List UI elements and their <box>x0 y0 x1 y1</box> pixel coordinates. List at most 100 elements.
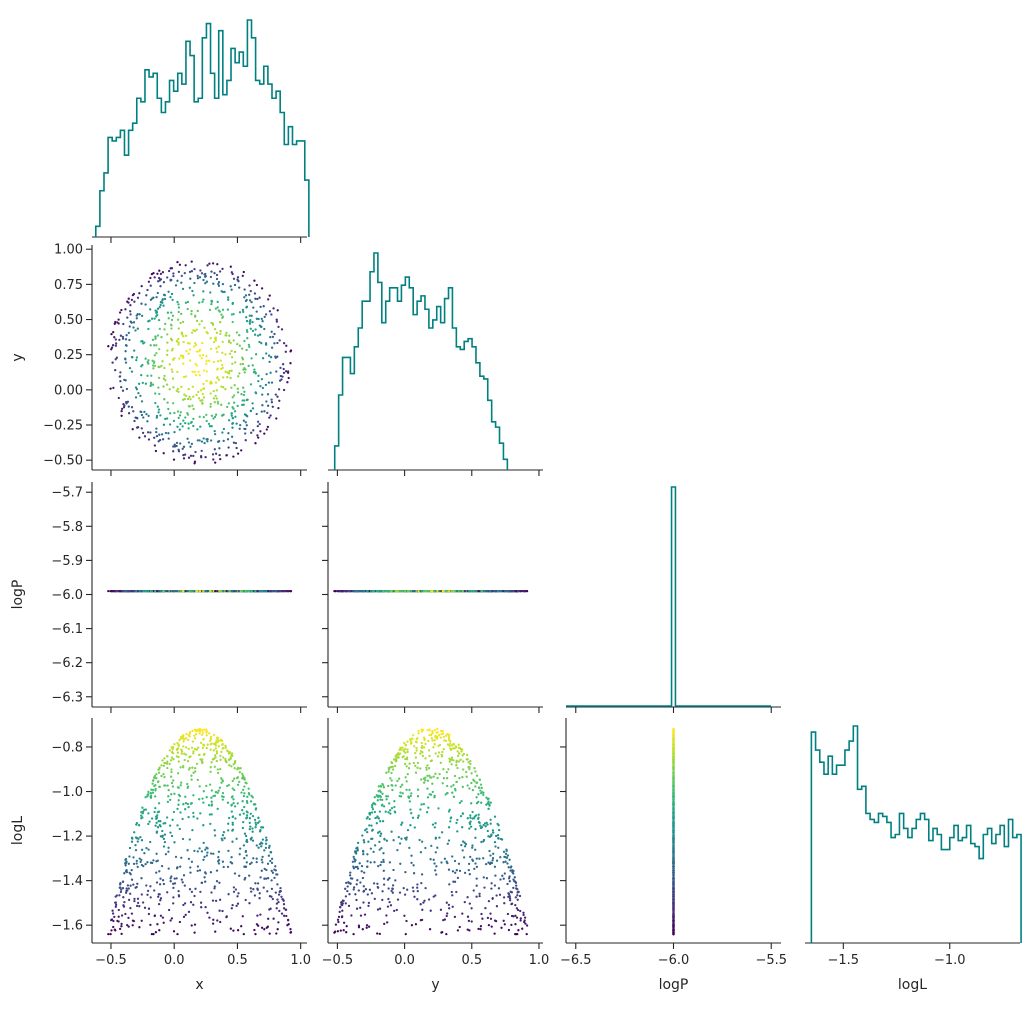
scatter-point <box>420 803 423 806</box>
scatter-point <box>345 931 348 934</box>
scatter-point <box>245 319 249 323</box>
scatter-point <box>414 756 418 759</box>
scatter-point <box>176 824 179 827</box>
scatter-point <box>263 928 266 931</box>
scatter-point <box>203 273 206 276</box>
scatter-point <box>198 323 201 326</box>
scatter-point <box>180 752 183 755</box>
scatter-point <box>251 320 254 324</box>
scatter-point <box>365 926 368 929</box>
scatter-point <box>155 881 159 884</box>
scatter-point <box>455 869 458 872</box>
scatter-point <box>510 923 513 927</box>
scatter-point <box>194 343 198 347</box>
scatter-point <box>220 781 223 784</box>
scatter-point <box>193 734 196 737</box>
scatter-point <box>202 382 205 386</box>
scatter-point <box>200 449 203 453</box>
scatter-point <box>160 364 163 368</box>
scatter-point <box>224 353 227 356</box>
scatter-point <box>469 814 472 817</box>
scatter-point <box>183 758 186 762</box>
scatter-point <box>207 359 211 362</box>
scatter-point <box>376 794 379 798</box>
panel-hist-logP <box>566 486 781 713</box>
scatter-point <box>494 874 497 877</box>
scatter-point <box>359 906 362 909</box>
scatter-point <box>212 852 215 855</box>
scatter-point <box>386 905 390 908</box>
scatter-point <box>232 277 236 280</box>
scatter-point <box>475 774 479 777</box>
scatter-point <box>215 347 218 350</box>
scatter-point <box>371 808 375 811</box>
scatter-point <box>190 774 193 777</box>
scatter-point <box>362 839 365 842</box>
scatter-point <box>156 272 159 275</box>
scatter-point <box>181 287 185 291</box>
scatter-point <box>270 313 273 316</box>
scatter-point <box>140 919 143 922</box>
scatter-point <box>170 770 173 774</box>
scatter-point <box>213 765 216 768</box>
scatter-point <box>207 804 211 807</box>
scatter-point <box>167 908 171 912</box>
scatter-point <box>202 801 205 804</box>
scatter-point <box>249 887 252 890</box>
scatter-point <box>133 349 136 352</box>
scatter-point <box>278 909 281 913</box>
scatter-point <box>195 350 199 353</box>
scatter-point <box>414 764 417 767</box>
scatter-point <box>392 868 395 872</box>
scatter-point <box>494 589 497 593</box>
scatter-point <box>264 383 268 387</box>
scatter-point <box>141 381 144 385</box>
scatter-point <box>352 888 355 891</box>
scatter-point <box>164 379 167 382</box>
scatter-point <box>396 779 399 783</box>
scatter-point <box>256 297 259 301</box>
scatter-point <box>226 784 229 788</box>
scatter-point <box>244 865 247 868</box>
scatter-point <box>502 896 506 899</box>
scatter-point <box>219 754 222 758</box>
scatter-point <box>190 312 193 316</box>
scatter-point <box>177 270 181 274</box>
y-tick-label: −0.8 <box>51 740 83 755</box>
scatter-point <box>340 901 343 904</box>
scatter-point <box>491 897 494 900</box>
scatter-point <box>218 270 222 273</box>
scatter-point <box>178 428 181 431</box>
scatter-point <box>416 816 420 819</box>
y-tick-label: 0.50 <box>54 313 83 328</box>
scatter-point <box>162 385 165 388</box>
scatter-point <box>488 862 492 866</box>
scatter-point <box>152 859 155 862</box>
scatter-point <box>146 861 149 864</box>
x-tick-label: 0.0 <box>164 953 185 968</box>
scatter-point <box>155 852 158 855</box>
scatter-point <box>388 861 392 864</box>
scatter-point <box>273 342 276 345</box>
scatter-point <box>164 822 167 825</box>
scatter-point <box>193 345 196 348</box>
scatter-point <box>135 904 139 908</box>
scatter-point <box>420 589 423 593</box>
scatter-point <box>144 357 147 360</box>
scatter-point <box>218 881 221 884</box>
scatter-point <box>271 871 275 874</box>
y-tick-label: 0.00 <box>54 383 83 398</box>
scatter-point <box>391 768 395 771</box>
scatter-point <box>159 414 162 417</box>
x-tick-label: −0.5 <box>322 953 354 968</box>
scatter-point <box>408 762 411 765</box>
scatter-point <box>426 779 430 782</box>
scatter-point <box>245 348 248 352</box>
scatter-point <box>466 817 469 820</box>
scatter-point <box>466 915 470 918</box>
scatter-point <box>440 753 443 757</box>
scatter-point <box>135 862 138 865</box>
y-tick-label: −5.7 <box>51 486 83 501</box>
scatter-point <box>145 846 148 850</box>
scatter-point <box>231 362 234 365</box>
